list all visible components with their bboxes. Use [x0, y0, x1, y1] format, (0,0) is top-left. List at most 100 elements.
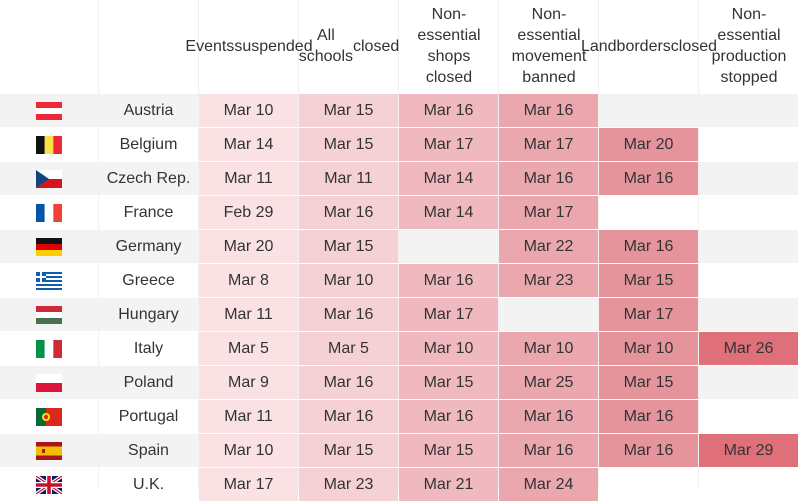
column-separator — [398, 0, 399, 489]
column-separator — [698, 0, 699, 489]
column-separator — [198, 0, 199, 489]
country-label: Belgium — [119, 135, 178, 153]
date-cell: Mar 15 — [299, 94, 398, 127]
flag-cell — [0, 468, 98, 501]
date-cell: Mar 10 — [199, 94, 298, 127]
empty-cell — [599, 468, 698, 501]
date-cell: Mar 15 — [599, 264, 698, 297]
country-label: Czech Rep. — [99, 162, 198, 195]
empty-cell — [699, 196, 798, 229]
empty-cell — [699, 468, 798, 501]
date-cell: Mar 10 — [399, 332, 498, 365]
flag-cell — [0, 264, 98, 297]
column-header: Non-essential production stopped — [711, 6, 787, 86]
column-header: All schools closed — [298, 27, 400, 65]
date-cell: Mar 16 — [599, 162, 698, 195]
germany-flag-icon — [36, 237, 62, 256]
date-cell: Mar 17 — [599, 298, 698, 331]
country-label: Austria — [99, 94, 198, 127]
column-separator — [598, 0, 599, 489]
date-cell: Mar 20 — [599, 128, 698, 161]
date-cell: Mar 11 — [199, 162, 298, 195]
date-cell: Mar 15 — [399, 366, 498, 399]
column-separator — [298, 0, 299, 489]
france-flag-icon — [36, 203, 62, 222]
date-cell: Mar 15 — [299, 230, 398, 263]
date-cell: Mar 11 — [299, 162, 398, 195]
date-cell: Mar 15 — [599, 366, 698, 399]
date-cell: Mar 17 — [199, 468, 298, 501]
empty-cell — [699, 94, 798, 127]
greece-flag-icon — [36, 271, 62, 290]
date-cell: Mar 16 — [299, 196, 398, 229]
hungary-flag-icon — [36, 305, 62, 324]
flag-cell — [0, 230, 98, 263]
empty-cell — [699, 128, 798, 161]
flag-cell — [0, 162, 98, 195]
date-cell: Mar 10 — [599, 332, 698, 365]
date-cell: Mar 16 — [599, 434, 698, 467]
country-label: Poland — [99, 366, 198, 399]
column-separator — [98, 0, 99, 489]
date-cell: Mar 8 — [199, 264, 298, 297]
flag-cell — [0, 434, 98, 467]
date-cell: Mar 24 — [499, 468, 598, 501]
column-header: Non-essential shops closed — [417, 6, 481, 86]
date-cell: Mar 16 — [299, 298, 398, 331]
poland-flag-icon — [36, 373, 62, 392]
date-cell: Mar 5 — [299, 332, 398, 365]
date-cell: Mar 10 — [199, 434, 298, 467]
date-cell: Mar 16 — [499, 434, 598, 467]
flag-cell — [0, 298, 98, 331]
flag-cell — [0, 128, 98, 161]
date-cell: Mar 25 — [499, 366, 598, 399]
empty-cell — [599, 94, 698, 127]
date-cell: Mar 17 — [399, 298, 498, 331]
country-label: Germany — [99, 230, 198, 263]
date-cell: Feb 29 — [199, 196, 298, 229]
empty-cell — [699, 230, 798, 263]
country-label: Hungary — [99, 298, 198, 331]
date-cell: Mar 17 — [499, 196, 598, 229]
flag-cell — [0, 94, 98, 127]
country-label: France — [123, 203, 174, 221]
date-cell: Mar 17 — [399, 128, 498, 161]
date-cell: Mar 15 — [399, 434, 498, 467]
date-cell: Mar 16 — [399, 264, 498, 297]
date-cell: Mar 17 — [499, 128, 598, 161]
date-cell: Mar 23 — [499, 264, 598, 297]
empty-cell — [499, 298, 598, 331]
date-cell: Mar 23 — [299, 468, 398, 501]
date-cell: Mar 10 — [299, 264, 398, 297]
date-cell: Mar 16 — [499, 400, 598, 433]
portugal-flag-icon — [36, 407, 62, 426]
date-cell: Mar 16 — [599, 400, 698, 433]
spain-flag-icon — [36, 441, 62, 460]
date-cell: Mar 14 — [199, 128, 298, 161]
czech-flag-icon — [36, 169, 62, 188]
country-label: Portugal — [118, 407, 179, 425]
date-cell: Mar 16 — [499, 94, 598, 127]
date-cell: Mar 9 — [199, 366, 298, 399]
flag-cell — [0, 400, 98, 433]
date-cell: Mar 10 — [499, 332, 598, 365]
flag-cell — [0, 332, 98, 365]
date-cell: Mar 14 — [399, 162, 498, 195]
date-cell: Mar 15 — [299, 434, 398, 467]
italy-flag-icon — [36, 339, 62, 358]
belgium-flag-icon — [36, 135, 62, 154]
column-header: Non-essential movement banned — [511, 6, 587, 86]
uk-flag-icon — [36, 475, 62, 494]
column-header: Land borders closed — [580, 37, 718, 55]
empty-cell — [399, 230, 498, 263]
date-cell: Mar 26 — [699, 332, 798, 365]
date-cell: Mar 14 — [399, 196, 498, 229]
date-cell: Mar 16 — [399, 94, 498, 127]
empty-cell — [699, 298, 798, 331]
empty-cell — [699, 162, 798, 195]
country-label: Spain — [99, 434, 198, 467]
country-label: Greece — [122, 271, 175, 289]
empty-cell — [699, 400, 798, 433]
date-cell: Mar 16 — [499, 162, 598, 195]
date-cell: Mar 20 — [199, 230, 298, 263]
